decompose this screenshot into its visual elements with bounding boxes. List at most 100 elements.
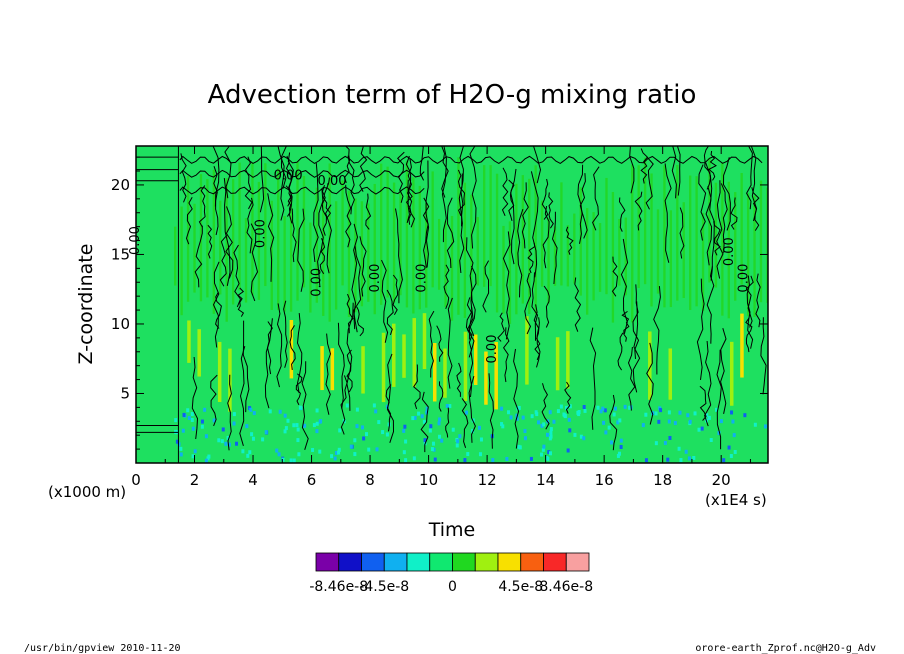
contour-line bbox=[179, 186, 425, 195]
contour-line bbox=[340, 375, 348, 435]
field-cell bbox=[372, 403, 376, 408]
field-cell bbox=[763, 424, 767, 429]
contour-line bbox=[521, 182, 529, 249]
field-cell bbox=[296, 438, 300, 443]
field-cell bbox=[549, 427, 553, 432]
contour-line bbox=[185, 196, 193, 245]
colorbar-label: -8.46e-8 bbox=[309, 579, 368, 595]
field-cell bbox=[583, 408, 587, 413]
contour-line bbox=[259, 146, 265, 213]
field-cell bbox=[494, 342, 498, 410]
contour-line bbox=[225, 206, 234, 279]
contour-line bbox=[291, 208, 297, 263]
field-cell bbox=[212, 169, 215, 314]
field-cell bbox=[412, 318, 417, 387]
field-cell bbox=[562, 412, 566, 417]
field-cell bbox=[476, 217, 479, 286]
field-cell bbox=[438, 434, 442, 439]
field-cell bbox=[484, 351, 488, 405]
field-cell bbox=[193, 449, 197, 454]
field-cell bbox=[473, 334, 478, 385]
contour-line bbox=[707, 150, 717, 181]
contour-line bbox=[469, 265, 477, 337]
contour-line bbox=[530, 171, 539, 278]
field-cell bbox=[465, 410, 469, 415]
field-cell bbox=[412, 177, 415, 314]
contour-label: 0.00 bbox=[368, 264, 383, 293]
contour-line bbox=[611, 256, 619, 297]
contour-labels: 0.000.000.000.00 0.000.000.000.000.000.00 bbox=[128, 168, 752, 363]
x-tick-label: 10 bbox=[419, 471, 438, 489]
field-cell bbox=[644, 458, 648, 463]
field-cell bbox=[182, 412, 186, 417]
field-cell bbox=[515, 183, 518, 315]
contour-line bbox=[564, 381, 572, 414]
contour-line bbox=[246, 197, 254, 254]
field-cell bbox=[381, 430, 385, 435]
contour-line bbox=[381, 259, 389, 343]
contour-line bbox=[446, 197, 455, 269]
field-cell bbox=[657, 419, 661, 424]
contour-line bbox=[239, 345, 246, 447]
contour-line bbox=[488, 373, 494, 449]
field-cell bbox=[667, 410, 671, 415]
field-cell bbox=[501, 424, 505, 429]
field-cell bbox=[374, 409, 378, 414]
field-cell bbox=[643, 157, 647, 285]
plot-area: 0.000.000.000.00 0.000.000.000.000.000.00 bbox=[128, 145, 769, 464]
field-cell bbox=[534, 410, 538, 415]
field-cell bbox=[193, 203, 196, 293]
field-cell bbox=[174, 418, 178, 423]
field-cell bbox=[697, 427, 701, 432]
field-cell bbox=[568, 404, 572, 409]
contour-line bbox=[574, 277, 582, 332]
field-cell bbox=[289, 458, 293, 463]
x-unit-label: (x1E4 s) bbox=[705, 491, 767, 509]
contour-line bbox=[617, 332, 624, 371]
field-cell bbox=[567, 417, 571, 422]
field-cell bbox=[361, 346, 365, 394]
contour-line bbox=[542, 206, 550, 269]
field-cell bbox=[268, 409, 272, 414]
colorbar-label: 4.5e-8 bbox=[498, 579, 543, 595]
field-cell bbox=[478, 452, 482, 457]
field-cell bbox=[641, 423, 645, 428]
field-cell bbox=[463, 331, 468, 402]
field-cell bbox=[334, 201, 338, 310]
field-cell bbox=[559, 404, 563, 409]
field-cell bbox=[432, 447, 436, 452]
contour-line bbox=[510, 168, 517, 265]
field-cell bbox=[624, 217, 627, 296]
field-cell bbox=[534, 165, 537, 315]
contour-line bbox=[356, 306, 365, 337]
field-cell bbox=[654, 441, 658, 446]
field-cell bbox=[631, 164, 634, 323]
contour-line bbox=[671, 146, 679, 199]
field-cell bbox=[283, 413, 287, 418]
field-cell bbox=[746, 193, 750, 317]
field-cell bbox=[289, 196, 293, 312]
field-cell bbox=[246, 453, 250, 458]
field-cell bbox=[440, 438, 444, 443]
field-cell bbox=[455, 443, 459, 448]
field-cell bbox=[250, 432, 254, 437]
field-cell bbox=[197, 329, 201, 377]
x-tick-label: 14 bbox=[536, 471, 555, 489]
contour-line bbox=[194, 225, 203, 288]
colorbar-labels: -8.46e-8-4.5e-8 0 4.5e-88.46e-8 bbox=[309, 579, 593, 595]
field-cell bbox=[362, 436, 366, 441]
field-cell bbox=[470, 194, 473, 300]
contour-line bbox=[565, 226, 574, 255]
contour-line bbox=[703, 146, 711, 190]
contour-line bbox=[465, 237, 474, 340]
colorbar-swatch bbox=[406, 552, 431, 572]
contour-label: 0.00 bbox=[737, 264, 752, 293]
contour-line bbox=[276, 303, 283, 388]
field-cell bbox=[529, 456, 533, 461]
field-cell bbox=[423, 438, 427, 443]
field-cell bbox=[579, 187, 582, 296]
field-cell bbox=[190, 412, 194, 417]
field-cell bbox=[560, 182, 563, 286]
field-cell bbox=[377, 420, 381, 425]
